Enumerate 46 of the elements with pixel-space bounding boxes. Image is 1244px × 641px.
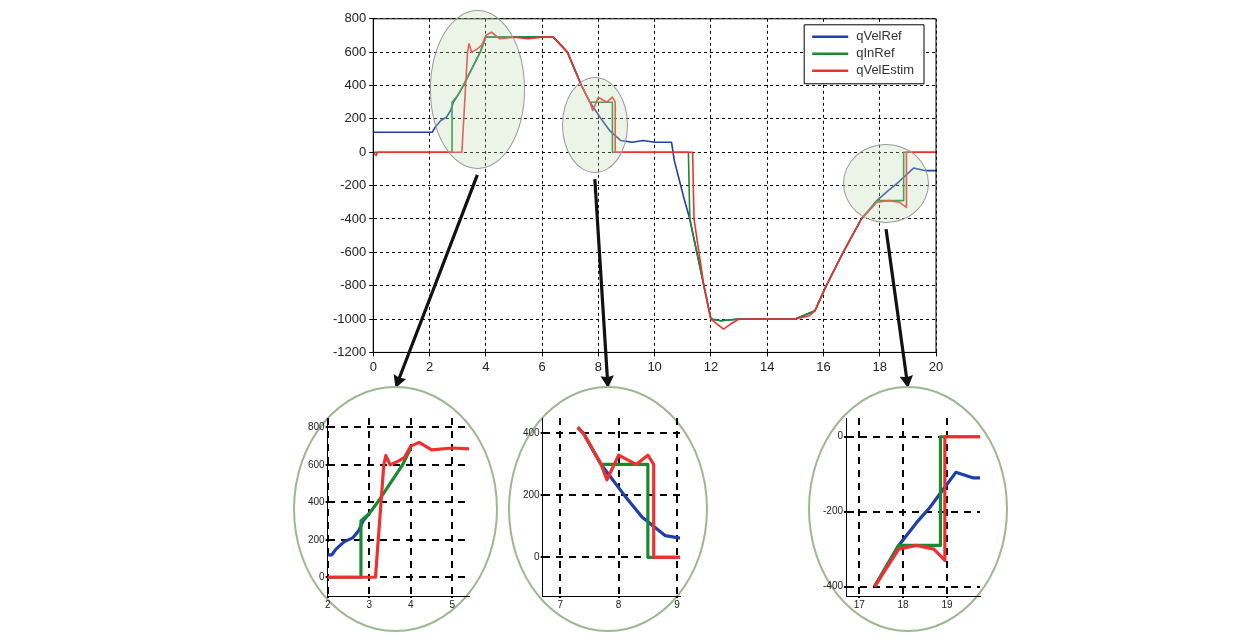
y-tick-label: -200 xyxy=(823,505,844,517)
x-tick-label: 8 xyxy=(594,358,602,374)
legend-label: qVelRef xyxy=(856,28,903,44)
y-tick-label: 400 xyxy=(344,77,367,93)
y-tick-label: -1200 xyxy=(333,343,367,359)
x-tick-label: 18 xyxy=(872,358,887,374)
x-tick-label: 7 xyxy=(557,598,564,610)
y-tick-label: 600 xyxy=(308,458,326,470)
y-tick-label: -400 xyxy=(823,580,844,592)
y-tick-label: -600 xyxy=(340,243,367,259)
legend-label: qVelEstim xyxy=(856,62,915,78)
x-tick-label: 2 xyxy=(425,358,434,374)
y-tick-label: 0 xyxy=(837,430,844,442)
x-tick-label: 8 xyxy=(615,598,622,610)
x-tick-label: 6 xyxy=(538,358,546,374)
y-tick-label: 200 xyxy=(523,489,541,501)
y-tick-label: 400 xyxy=(523,427,541,439)
x-tick-label: 9 xyxy=(674,598,681,610)
y-tick-label: 800 xyxy=(344,10,367,26)
y-tick-label: -400 xyxy=(340,210,367,226)
y-tick-label: 200 xyxy=(344,110,367,126)
x-tick-label: 4 xyxy=(482,358,490,374)
y-tick-label: 0 xyxy=(359,143,367,159)
x-tick-label: 3 xyxy=(366,598,373,610)
y-tick-label: -800 xyxy=(340,277,367,293)
x-tick-label: 2 xyxy=(324,598,331,610)
x-tick-label: 19 xyxy=(941,598,954,610)
y-tick-label: 600 xyxy=(344,43,367,59)
x-tick-label: 14 xyxy=(759,358,775,374)
x-tick-label: 10 xyxy=(647,358,662,374)
y-tick-label: -1000 xyxy=(333,310,367,326)
y-tick-label: 0 xyxy=(319,571,326,583)
x-tick-label: 18 xyxy=(897,598,910,610)
x-tick-label: 12 xyxy=(703,358,719,374)
y-tick-label: 800 xyxy=(308,421,326,433)
x-tick-label: 0 xyxy=(369,358,377,374)
legend-label: qInRef xyxy=(856,45,895,61)
y-tick-label: 200 xyxy=(308,533,326,545)
y-tick-label: -200 xyxy=(340,177,367,193)
y-tick-label: 400 xyxy=(308,496,326,508)
y-tick-label: 0 xyxy=(534,551,541,563)
x-tick-label: 5 xyxy=(449,598,456,610)
x-tick-label: 20 xyxy=(928,358,944,374)
x-tick-label: 16 xyxy=(816,358,831,374)
x-tick-label: 17 xyxy=(853,598,866,610)
x-tick-label: 4 xyxy=(408,598,415,610)
